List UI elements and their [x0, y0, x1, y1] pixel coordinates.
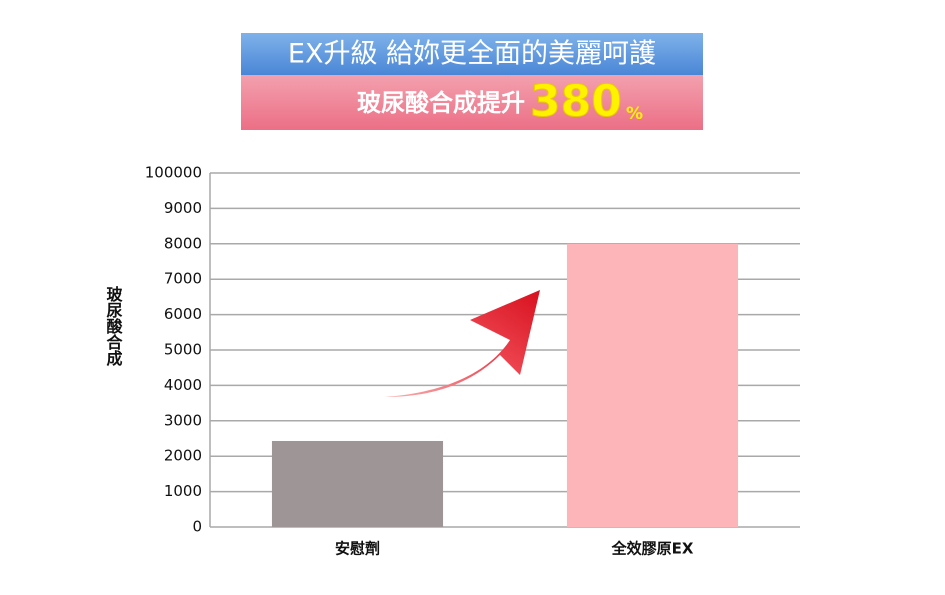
highlight-unit: %: [626, 104, 643, 124]
chart-title: EX升級 給妳更全面的美麗呵護: [288, 39, 656, 70]
subtitle-banner: [241, 75, 703, 130]
x-tick-label: 全效膠原EX: [611, 540, 694, 558]
x-tick-label: 安慰劑: [335, 540, 380, 558]
y-tick-label: 8000: [164, 234, 202, 252]
y-tick-label: 3000: [164, 411, 202, 429]
title-banner: [241, 33, 703, 75]
y-tick-label: 4000: [164, 376, 202, 394]
highlight-number: 380: [530, 76, 622, 127]
y-tick-label: 7000: [164, 270, 202, 288]
bar: [271, 440, 444, 527]
y-tick-label: 9000: [164, 199, 202, 217]
bar: [566, 243, 739, 528]
y-tick-label: 1000: [164, 482, 202, 500]
y-axis-label: 玻尿酸合成: [104, 285, 123, 367]
y-tick-label: 5000: [164, 341, 202, 359]
chart-subtitle: 玻尿酸合成提升: [357, 89, 525, 117]
y-tick-label: 0: [192, 518, 202, 536]
y-tick-label: 100000: [145, 164, 202, 182]
y-tick-label: 2000: [164, 447, 202, 465]
y-tick-label: 6000: [164, 305, 202, 323]
trend-arrow: [385, 290, 540, 397]
